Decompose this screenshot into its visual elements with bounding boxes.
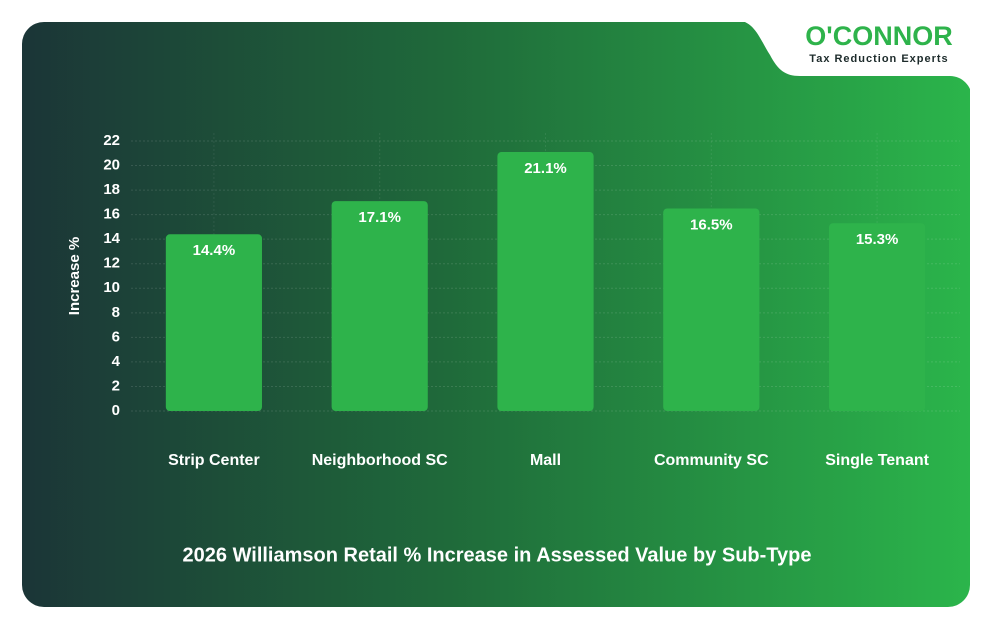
logo-name: O'CONNOR xyxy=(805,21,952,51)
y-axis-label: Increase % xyxy=(66,237,83,315)
y-tick-label: 16 xyxy=(103,206,120,223)
data-label: 15.3% xyxy=(856,231,899,248)
y-tick-label: 4 xyxy=(112,353,121,370)
data-label: 14.4% xyxy=(193,242,236,259)
data-label: 17.1% xyxy=(358,209,401,226)
logo-tagline: Tax Reduction Experts xyxy=(809,53,948,65)
y-tick-label: 18 xyxy=(103,181,120,198)
bar xyxy=(331,201,428,411)
bar xyxy=(829,223,926,411)
x-tick-label: Community SC xyxy=(654,452,769,469)
y-tick-label: 2 xyxy=(112,377,120,394)
chart-title: 2026 Williamson Retail % Increase in Ass… xyxy=(183,544,812,566)
x-tick-label: Strip Center xyxy=(168,452,260,469)
bar xyxy=(663,208,760,411)
bar xyxy=(497,152,594,411)
data-label: 21.1% xyxy=(524,160,567,177)
y-tick-label: 14 xyxy=(103,230,120,247)
x-tick-label: Mall xyxy=(530,452,561,469)
y-tick-label: 8 xyxy=(112,304,120,321)
y-tick-label: 12 xyxy=(103,255,120,272)
data-label: 16.5% xyxy=(690,216,733,233)
y-tick-label: 22 xyxy=(103,132,120,149)
bar xyxy=(165,234,262,411)
card xyxy=(22,22,970,607)
logo-notch xyxy=(735,20,972,98)
y-tick-label: 10 xyxy=(103,279,120,296)
x-tick-label: Single Tenant xyxy=(825,452,929,469)
x-tick-label: Neighborhood SC xyxy=(312,452,448,469)
y-tick-label: 0 xyxy=(112,402,120,419)
y-tick-label: 6 xyxy=(112,328,120,345)
y-tick-label: 20 xyxy=(103,157,120,174)
